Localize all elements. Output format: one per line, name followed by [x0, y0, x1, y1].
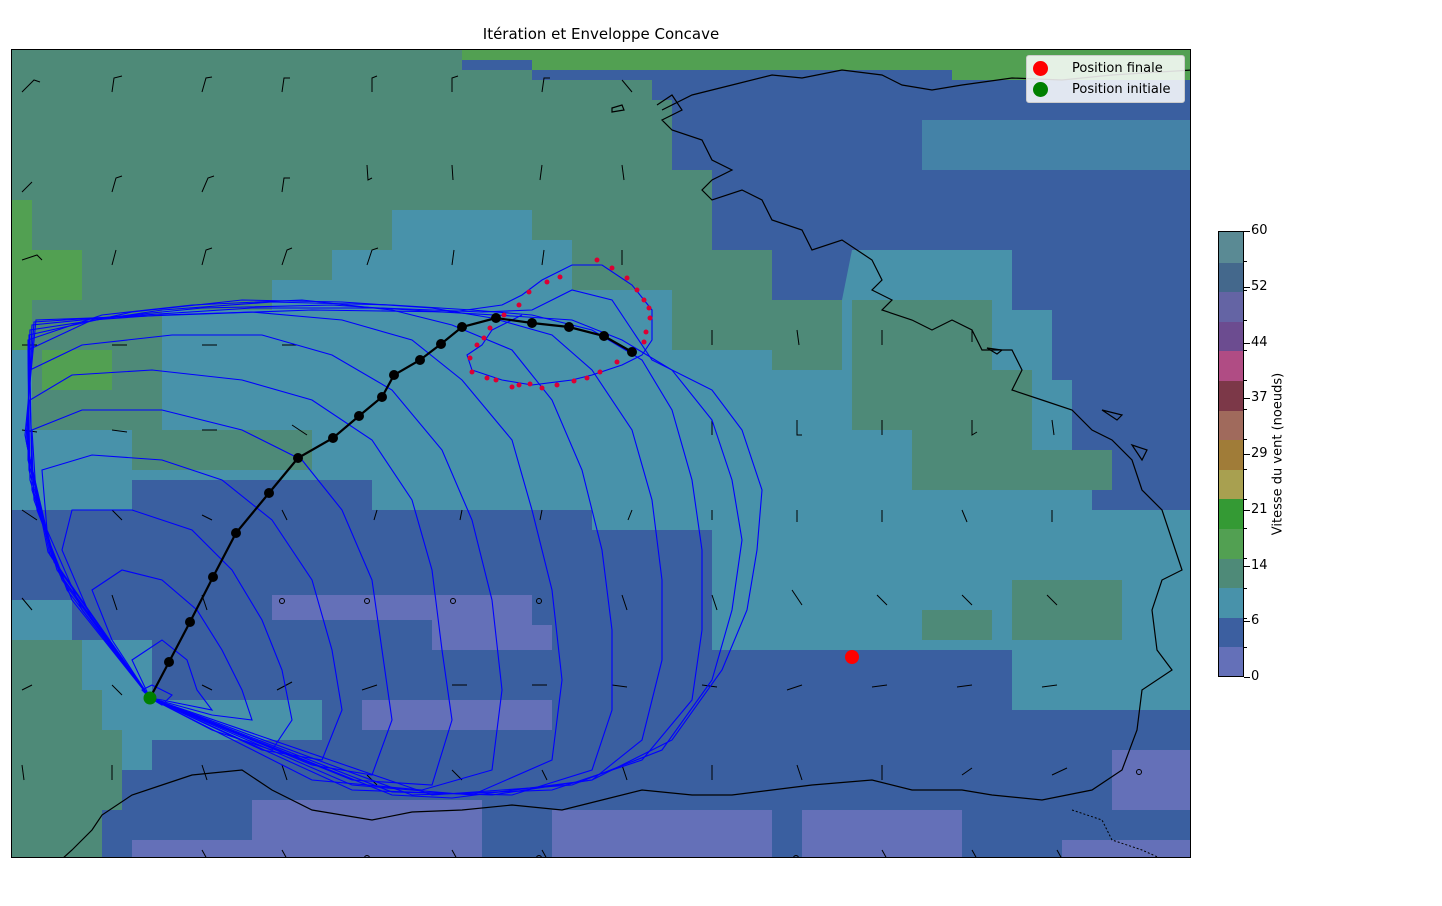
colorbar-segment — [1219, 587, 1243, 618]
colorbar-tick — [1244, 286, 1250, 288]
colorbar-tick-label: 0 — [1251, 669, 1260, 684]
colorbar-segment — [1219, 320, 1243, 352]
route-points — [164, 313, 637, 667]
colorbar-segment — [1219, 468, 1243, 500]
colorbar-minor-tick — [1244, 587, 1247, 589]
colorbar-title: Vitesse du vent (noeuds) — [1270, 372, 1286, 536]
colorbar-minor-tick — [1244, 528, 1247, 530]
colorbar-segment — [1219, 439, 1243, 470]
colorbar-segment — [1219, 528, 1243, 559]
colorbar-segment — [1219, 646, 1243, 676]
colorbar-tick — [1244, 621, 1250, 623]
colorbar-minor-tick — [1244, 439, 1247, 441]
map-canvas — [12, 50, 1190, 857]
colorbar-tick — [1244, 342, 1250, 344]
colorbar-tick-label: 6 — [1251, 613, 1260, 629]
colorbar-minor-tick — [1244, 498, 1247, 500]
legend-item-initial: Position initiale — [1033, 80, 1171, 98]
colorbar-tick — [1244, 565, 1250, 567]
colorbar — [1218, 231, 1244, 677]
legend-label-initial: Position initiale — [1072, 81, 1171, 97]
colorbar-tick-label: 29 — [1251, 446, 1268, 461]
legend: Position finale Position initiale — [1026, 55, 1185, 103]
colorbar-tick — [1244, 231, 1250, 232]
chart-title: Itération et Enveloppe Concave — [482, 25, 720, 43]
colorbar-minor-tick — [1244, 647, 1247, 649]
colorbar-minor-tick — [1244, 320, 1247, 322]
colorbar-minor-tick — [1244, 260, 1247, 262]
wind-map[interactable] — [11, 49, 1191, 858]
colorbar-segment — [1219, 409, 1243, 441]
colorbar-minor-tick — [1244, 290, 1247, 292]
initial-marker-icon — [1033, 81, 1048, 97]
isochrones — [24, 264, 763, 799]
colorbar-minor-tick — [1244, 558, 1247, 560]
initial-position-marker[interactable] — [143, 691, 157, 705]
colorbar-segment — [1219, 291, 1243, 322]
colorbar-segment — [1219, 557, 1243, 589]
colorbar-minor-tick — [1244, 379, 1247, 381]
colorbar-segment — [1219, 498, 1243, 529]
final-marker-icon — [1033, 60, 1048, 76]
colorbar-tick — [1244, 398, 1250, 400]
colorbar-tick — [1244, 509, 1250, 511]
colorbar-tick-label: 52 — [1251, 278, 1268, 294]
legend-item-final: Position finale — [1033, 59, 1163, 77]
colorbar-tick-label: 21 — [1251, 501, 1268, 517]
colorbar-minor-tick — [1244, 468, 1247, 470]
colorbar-tick-label: 60 — [1251, 223, 1268, 238]
wind-barbs — [21, 75, 1142, 857]
colorbar-minor-tick — [1244, 617, 1247, 619]
colorbar-segment — [1219, 350, 1243, 381]
wind-field — [12, 50, 1190, 857]
border-line — [1071, 809, 1159, 857]
legend-label-final: Position finale — [1072, 60, 1163, 76]
colorbar-minor-tick — [1244, 409, 1247, 411]
colorbar-tick-label: 44 — [1251, 334, 1268, 350]
final-position-marker[interactable] — [845, 650, 859, 664]
colorbar-segment — [1219, 616, 1243, 648]
colorbar-segment — [1219, 232, 1243, 263]
colorbar-tick-label: 37 — [1251, 390, 1268, 406]
colorbar-tick — [1244, 677, 1250, 678]
colorbar-tick — [1244, 454, 1250, 455]
colorbar-tick-label: 14 — [1251, 557, 1268, 573]
colorbar-minor-tick — [1244, 349, 1247, 351]
colorbar-segment — [1219, 380, 1243, 411]
colorbar-segment — [1219, 261, 1243, 293]
